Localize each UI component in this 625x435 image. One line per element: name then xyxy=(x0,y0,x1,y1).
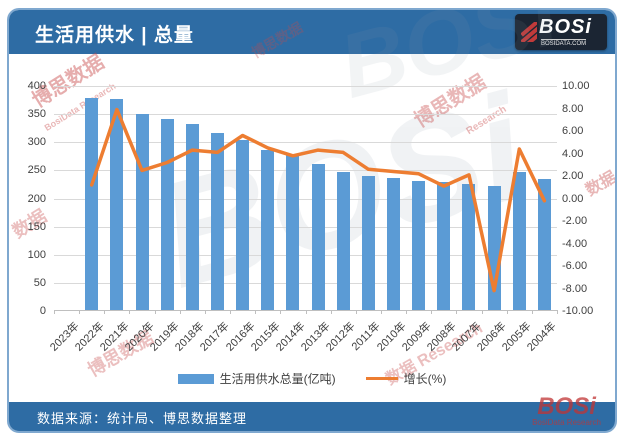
x-axis-tick xyxy=(79,310,81,314)
left-axis-tick-label: 400 xyxy=(27,80,46,92)
x-axis-tick xyxy=(54,310,55,314)
right-axis-tick-label: -6.00 xyxy=(562,260,588,272)
x-axis-tick xyxy=(230,310,232,314)
bar-2013年 xyxy=(311,164,325,310)
x-axis-tick xyxy=(104,310,106,314)
gridline xyxy=(54,282,557,284)
right-axis-tick-label: 10.00 xyxy=(562,80,590,92)
right-axis-tick-label: 4.00 xyxy=(562,147,584,160)
x-axis-tick xyxy=(179,310,181,314)
x-axis-tick xyxy=(506,310,508,314)
footer-bar: 数据来源：统计局、博思数据整理 xyxy=(9,402,615,431)
x-axis-tick xyxy=(305,310,307,314)
bar-2008年 xyxy=(437,182,451,310)
bar-2018年 xyxy=(185,124,199,310)
right-axis-tick-label: -8.00 xyxy=(562,282,588,295)
left-axis-tick-label: 50 xyxy=(33,276,46,289)
left-axis-tick-label: 100 xyxy=(27,248,46,261)
x-axis-tick xyxy=(481,310,483,314)
x-axis-tick xyxy=(204,310,206,314)
x-axis-tick xyxy=(330,310,332,314)
bar-2010年 xyxy=(387,178,401,310)
x-axis-tick xyxy=(431,310,433,314)
bar-2015年 xyxy=(261,149,275,310)
logo-stripes-icon xyxy=(521,22,537,42)
gridline xyxy=(54,170,557,172)
x-axis-tick xyxy=(557,310,558,314)
logo-brand-text: BOSi xyxy=(539,16,592,38)
right-axis-tick-label: -10.00 xyxy=(562,305,594,317)
bar-2004年 xyxy=(537,178,551,310)
bar-2012年 xyxy=(336,171,350,310)
bar-2009年 xyxy=(412,180,426,310)
bar-2016年 xyxy=(236,140,250,310)
bar-2019年 xyxy=(160,118,174,310)
data-source-text: 数据来源：统计局、博思数据整理 xyxy=(37,411,248,426)
bar-2005年 xyxy=(512,172,526,310)
left-axis-tick-label: 300 xyxy=(27,136,46,149)
plot-area: 400 350 300 250 200 150 100 50 0 10.00 8.00 6.00 4.0… xyxy=(28,80,594,354)
left-axis-tick-label: 0 xyxy=(39,305,46,317)
gridline xyxy=(54,198,557,200)
left-axis-tick-label: 250 xyxy=(27,164,46,177)
growth-line xyxy=(89,107,547,293)
bar-2011年 xyxy=(361,176,375,310)
gridline xyxy=(54,114,557,116)
chart-card: 生活用供水 | 总量 BOSi BOSIDATA.COM BOSi BOSi 博思数… xyxy=(7,8,617,433)
bar-2007年 xyxy=(462,184,476,310)
right-axis-tick-label: 6.00 xyxy=(562,125,584,137)
page-title: 生活用供水 | 总量 xyxy=(35,25,194,46)
legend-item: 生活用供水总量(亿吨) xyxy=(177,370,336,387)
bar-2022年 xyxy=(85,97,99,310)
x-axis-tick xyxy=(129,310,131,314)
right-axis-tick-label: 0.00 xyxy=(562,192,584,205)
x-axis-tick xyxy=(380,310,382,314)
bar-2021年 xyxy=(110,99,124,310)
gridline xyxy=(54,226,557,228)
legend-label: 增长(%) xyxy=(403,372,447,386)
bosi-logo: BOSi BOSIDATA.COM xyxy=(515,14,607,50)
left-axis-tick-label: 200 xyxy=(27,192,46,205)
gridline xyxy=(54,86,557,87)
legend-swatch-bar xyxy=(177,373,214,384)
chart-legend: 生活用供水总量(亿吨) 增长(%) xyxy=(9,370,615,387)
legend-item: 增长(%) xyxy=(365,370,447,387)
right-axis-tick-label: 2.00 xyxy=(562,170,584,182)
bar-2017年 xyxy=(210,132,224,310)
x-axis-tick xyxy=(280,310,282,314)
right-axis-tick-label: 8.00 xyxy=(562,102,584,115)
x-axis-tick xyxy=(531,310,533,314)
legend-label: 生活用供水总量(亿吨) xyxy=(219,372,336,386)
gridline xyxy=(54,254,557,256)
right-axis-tick-label: -4.00 xyxy=(562,237,588,250)
left-axis-tick-label: 350 xyxy=(27,108,46,121)
header-bar: 生活用供水 | 总量 BOSi BOSIDATA.COM xyxy=(9,10,615,54)
legend-swatch-line xyxy=(365,377,398,380)
logo-domain-text: BOSIDATA.COM xyxy=(541,39,587,47)
bar-2014年 xyxy=(286,154,300,310)
x-axis-tick xyxy=(406,310,408,314)
x-axis-tick xyxy=(456,310,458,314)
left-axis-tick-label: 150 xyxy=(27,220,46,233)
gridline xyxy=(54,142,557,144)
x-axis-tick xyxy=(355,310,357,314)
right-axis-tick-label: -2.00 xyxy=(562,215,588,227)
x-axis-tick xyxy=(255,310,257,314)
x-axis-tick xyxy=(154,310,156,314)
